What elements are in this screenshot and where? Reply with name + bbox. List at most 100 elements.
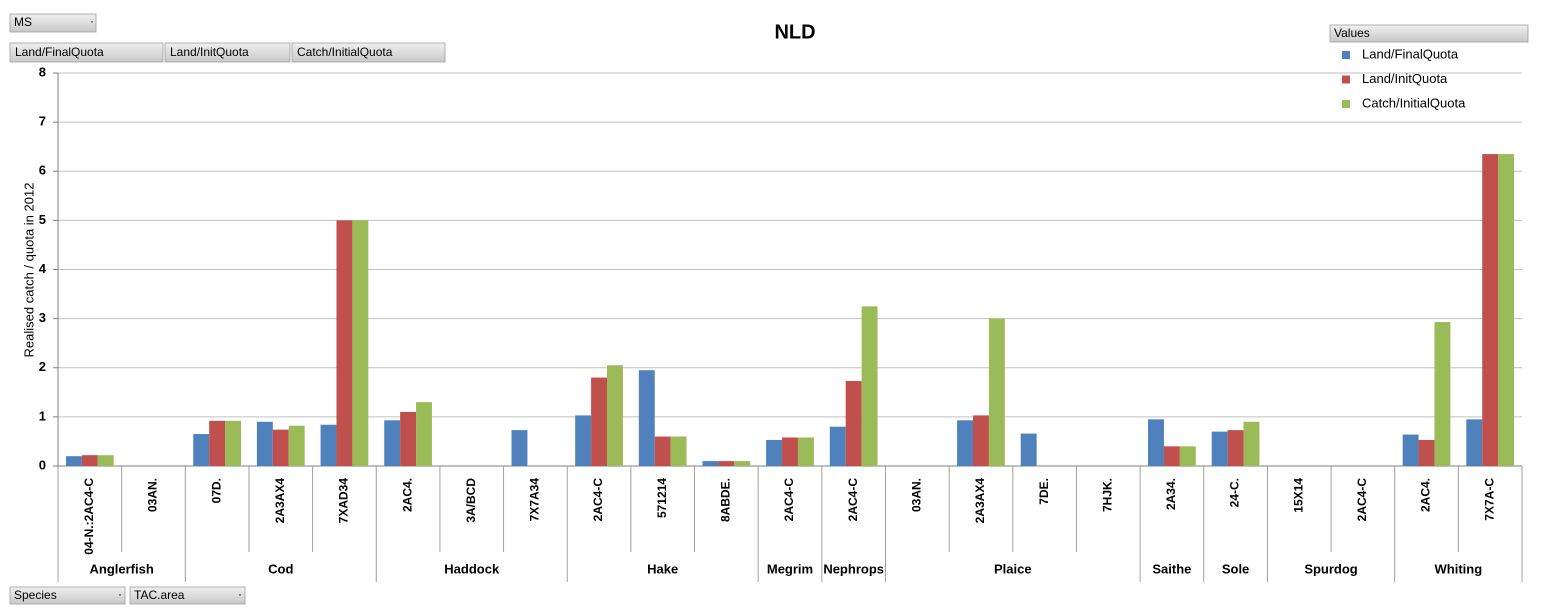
dropdown-icon: · xyxy=(90,14,94,28)
legend-swatch xyxy=(1342,100,1350,108)
axis-field-label[interactable]: Species xyxy=(14,588,57,602)
bar xyxy=(1020,433,1037,466)
bar xyxy=(1211,431,1228,466)
bar xyxy=(1466,419,1483,466)
bar xyxy=(1179,446,1196,466)
bar xyxy=(829,426,846,466)
y-tick-label: 3 xyxy=(39,310,46,325)
bar xyxy=(511,430,528,466)
legend-label: Land/FinalQuota xyxy=(1362,46,1459,61)
group-label: Haddock xyxy=(444,561,500,576)
dropdown-icon: · xyxy=(118,587,122,601)
y-tick-label: 1 xyxy=(39,408,46,423)
bar xyxy=(288,425,305,466)
x-tick-label: 7XAD34 xyxy=(337,478,351,524)
axis-field-label[interactable]: TAC.area xyxy=(134,588,185,602)
series-button[interactable] xyxy=(291,42,446,63)
x-tick-label: 2AC4-C xyxy=(1355,478,1369,522)
x-tick-label: 04-N.:2AC4-C xyxy=(82,478,96,555)
bar xyxy=(1434,322,1451,466)
bar xyxy=(845,381,862,466)
group-label: Spurdog xyxy=(1304,561,1357,576)
bar xyxy=(1227,430,1244,466)
y-tick-label: 6 xyxy=(39,163,46,178)
legend-swatch xyxy=(1342,51,1350,59)
x-tick-label: 24-C. xyxy=(1228,478,1242,507)
x-tick-label: 2A3AX4 xyxy=(273,478,287,524)
bar xyxy=(702,461,719,466)
bar xyxy=(97,455,114,466)
group-label: Saithe xyxy=(1152,561,1191,576)
bar xyxy=(718,461,735,466)
bar xyxy=(973,415,989,466)
bar xyxy=(65,456,82,466)
filter-field[interactable]: MS xyxy=(14,15,32,29)
bar xyxy=(256,421,273,466)
x-tick-label: 571214 xyxy=(655,478,669,518)
series-button[interactable] xyxy=(9,42,164,63)
bar xyxy=(734,461,751,466)
bar xyxy=(416,402,432,466)
legend-label: Land/InitQuota xyxy=(1362,71,1448,86)
bar xyxy=(1148,419,1164,466)
bar xyxy=(352,220,369,466)
group-label: Megrim xyxy=(767,561,813,576)
bar xyxy=(654,436,671,466)
x-tick-label: 2AC4. xyxy=(1419,478,1433,512)
y-tick-label: 5 xyxy=(39,212,46,227)
bar xyxy=(670,436,687,466)
bar xyxy=(575,415,592,466)
group-label: Nephrops xyxy=(823,561,884,576)
series-button[interactable] xyxy=(164,42,291,63)
bar xyxy=(81,455,98,466)
bar xyxy=(957,420,973,466)
x-tick-label: 2AC4-C xyxy=(591,478,605,522)
x-tick-label: 03AN. xyxy=(146,478,160,512)
bar xyxy=(272,429,289,466)
x-tick-label: 2A3AX4 xyxy=(973,478,987,524)
bar xyxy=(607,365,623,466)
bar xyxy=(797,437,814,466)
bar xyxy=(1402,434,1419,466)
x-tick-label: 2AC4-C xyxy=(846,478,860,522)
group-label: Hake xyxy=(647,561,678,576)
bar xyxy=(591,377,607,466)
y-tick-label: 2 xyxy=(39,359,46,374)
bar xyxy=(988,318,1005,466)
y-tick-label: 7 xyxy=(39,114,46,129)
legend-swatch xyxy=(1342,75,1350,84)
bar xyxy=(1163,446,1180,466)
y-tick-label: 8 xyxy=(39,64,46,79)
group-label: Whiting xyxy=(1435,561,1483,576)
x-tick-label: 7X7A34 xyxy=(528,478,542,522)
legend-header[interactable] xyxy=(1329,24,1529,43)
bar xyxy=(861,306,878,466)
filter-button[interactable] xyxy=(9,13,97,33)
group-label: Anglerfish xyxy=(90,561,154,576)
x-tick-label: 2AC4. xyxy=(400,478,414,512)
group-label: Plaice xyxy=(994,561,1032,576)
bar xyxy=(209,420,226,466)
x-tick-label: 07D. xyxy=(209,478,223,503)
x-tick-label: 2AC4-C xyxy=(782,478,796,522)
bar xyxy=(1243,421,1260,466)
x-tick-label: 8ABDE. xyxy=(719,478,733,522)
bar xyxy=(225,420,241,466)
bar xyxy=(384,420,401,466)
x-tick-label: 2A34. xyxy=(1164,478,1178,510)
y-tick-label: 4 xyxy=(39,261,47,276)
series-button-label[interactable]: Land/InitQuota xyxy=(170,45,249,59)
series-button-label[interactable]: Land/FinalQuota xyxy=(15,45,104,59)
series-button-label[interactable]: Catch/InitialQuota xyxy=(297,45,393,59)
bar xyxy=(1498,154,1515,466)
axis-field-button[interactable] xyxy=(129,586,246,605)
bar xyxy=(320,424,337,466)
axis-field-button[interactable] xyxy=(9,586,126,605)
bar xyxy=(400,411,417,466)
chart-title: NLD xyxy=(774,21,815,43)
dropdown-icon: · xyxy=(238,587,242,601)
x-tick-label: 3A/BCD xyxy=(464,478,478,523)
x-tick-label: 15X14 xyxy=(1291,478,1305,513)
